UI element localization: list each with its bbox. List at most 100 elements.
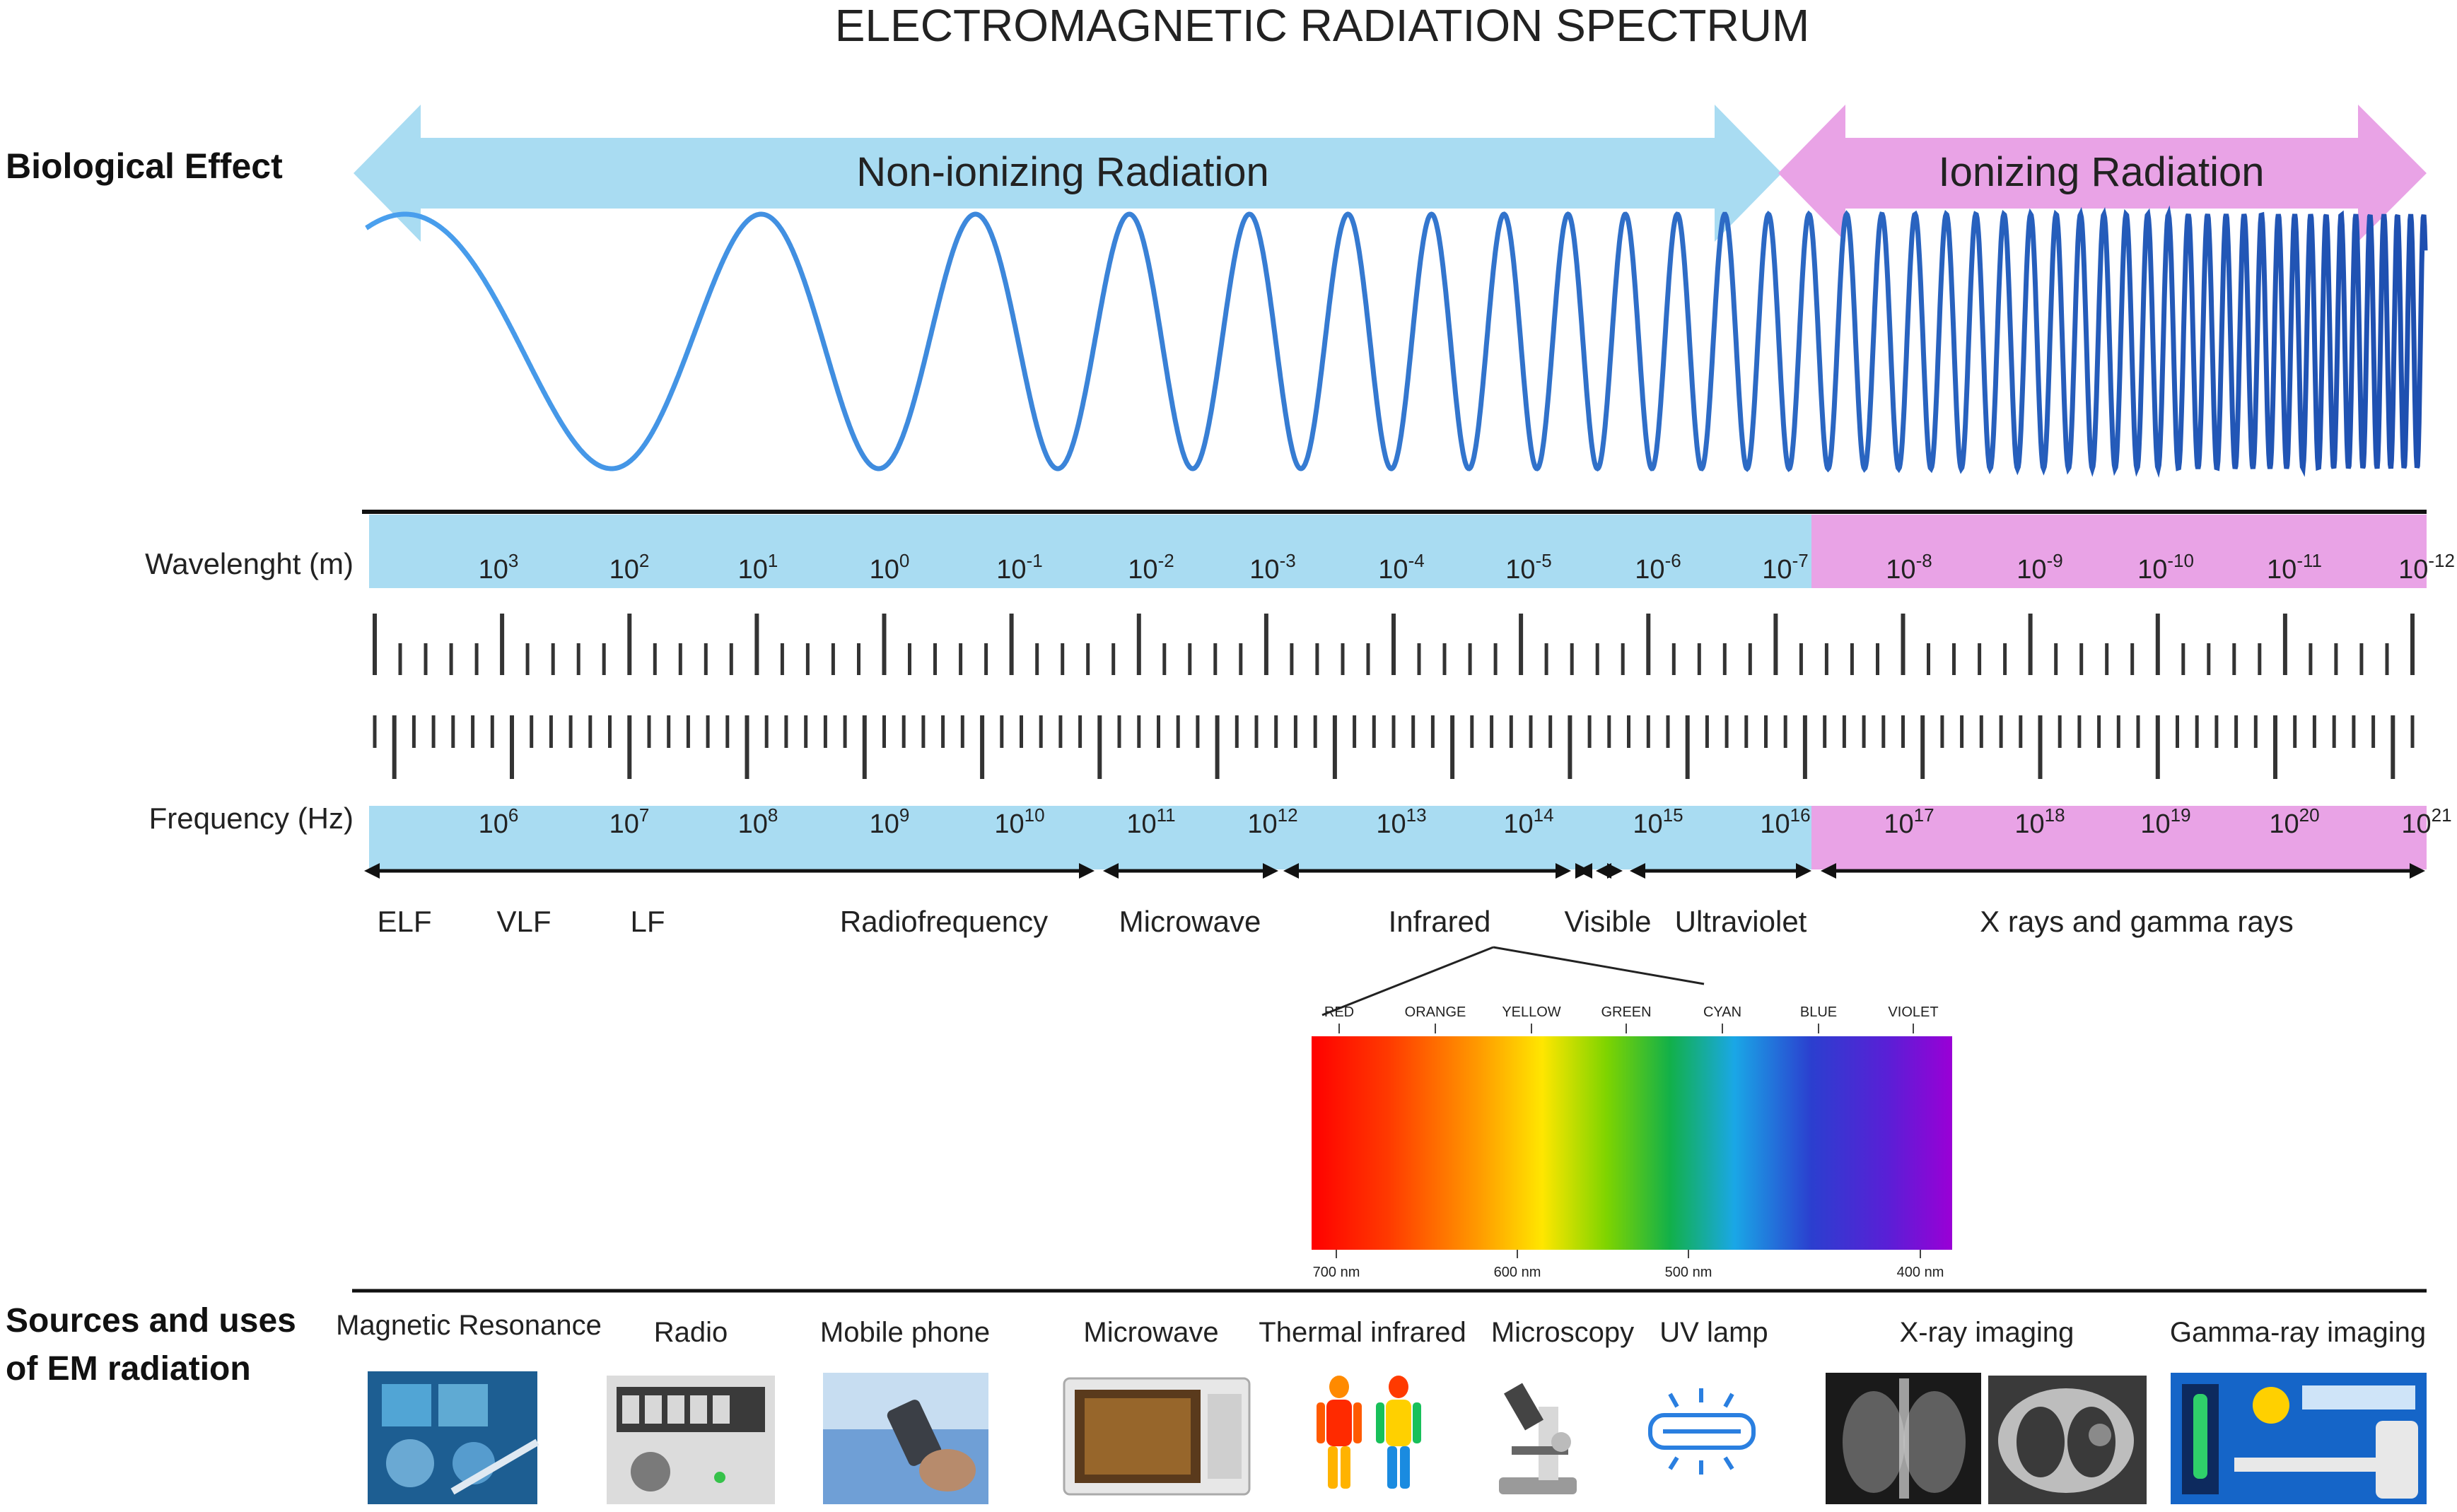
thumb-uv-lamp bbox=[1648, 1388, 1756, 1475]
wavelength-tick-7: 10-4 bbox=[1378, 550, 1424, 585]
frequency-tick-11: 1017 bbox=[1884, 804, 1934, 839]
frequency-tick-0: 106 bbox=[479, 804, 519, 839]
visible-color-3: GREEN bbox=[1601, 1004, 1651, 1020]
wavelength-tick-11: 10-8 bbox=[1886, 550, 1932, 585]
wavelength-label: Wavelenght (m) bbox=[145, 547, 354, 580]
frequency-tick-9: 1015 bbox=[1633, 804, 1683, 839]
non-ionizing-arrow bbox=[354, 105, 1782, 242]
band-name-4: Microwave bbox=[1119, 905, 1261, 938]
frequency-band-ionizing bbox=[1811, 806, 2427, 869]
band-name-6: Visible bbox=[1565, 905, 1652, 938]
wavelength-tick-2: 101 bbox=[738, 550, 778, 585]
wavelength-tick-5: 10-2 bbox=[1128, 550, 1174, 585]
visible-zoom-line-right bbox=[1493, 946, 1705, 985]
source-name-0: Magnetic Resonance bbox=[336, 1310, 602, 1341]
band-name-3: Radiofrequency bbox=[840, 905, 1048, 938]
frequency-tick-labels: 106 107 108 109 1010 1011 1012 1013 1014 1015 1016… bbox=[479, 804, 2452, 839]
visible-color-4: CYAN bbox=[1703, 1004, 1741, 1020]
frequency-tick-4: 1010 bbox=[994, 804, 1044, 839]
non-ionizing-label: Non-ionizing Radiation bbox=[856, 149, 1269, 195]
band-arrow-0 bbox=[364, 863, 1095, 879]
source-name-2: Mobile phone bbox=[820, 1317, 990, 1348]
source-name-4: Thermal infrared bbox=[1259, 1317, 1466, 1348]
source-name-5: Microscopy bbox=[1491, 1317, 1634, 1348]
frequency-tick-1: 107 bbox=[609, 804, 650, 839]
wavelength-tick-13: 10-10 bbox=[2137, 550, 2194, 585]
band-name-2: LF bbox=[630, 905, 665, 938]
wavelength-tick-14: 10-11 bbox=[2267, 550, 2322, 585]
frequency-tick-5: 1011 bbox=[1126, 804, 1175, 839]
sources-label-line1: Sources and uses bbox=[6, 1302, 296, 1340]
frequency-label: Frequency (Hz) bbox=[149, 802, 354, 835]
wavelength-tick-8: 10-5 bbox=[1505, 550, 1551, 585]
wavelength-band-ionizing bbox=[1811, 515, 2427, 588]
frequency-tick-7: 1013 bbox=[1376, 804, 1426, 839]
thumb-thermal-infrared bbox=[1317, 1376, 1421, 1489]
frequency-tick-2: 108 bbox=[738, 804, 778, 839]
wavelength-band-nonionizing bbox=[369, 515, 1811, 588]
source-names: Magnetic Resonance Radio Mobile phone Micro… bbox=[336, 1310, 2426, 1348]
ionizing-label: Ionizing Radiation bbox=[1938, 149, 2264, 195]
band-arrow-2 bbox=[1283, 863, 1571, 879]
frequency-tick-10: 1016 bbox=[1760, 804, 1810, 839]
visible-color-1: ORANGE bbox=[1405, 1004, 1466, 1020]
wavelength-tick-6: 10-3 bbox=[1249, 550, 1295, 585]
thumb-mobile-phone bbox=[823, 1373, 988, 1504]
thumb-microwave bbox=[1063, 1377, 1251, 1496]
visible-spectrum-bar bbox=[1312, 1036, 1952, 1250]
band-range-arrows bbox=[364, 863, 2425, 879]
visible-color-2: YELLOW bbox=[1502, 1004, 1560, 1020]
thumb-ct-scan bbox=[1988, 1376, 2147, 1504]
visible-nm-1: 600 nm bbox=[1494, 1265, 1541, 1280]
band-names: ELF VLF LF Radiofrequency Microwave Infrared V… bbox=[377, 905, 2293, 938]
visible-color-0: RED bbox=[1324, 1004, 1354, 1020]
wavelength-tick-3: 100 bbox=[870, 550, 910, 585]
visible-color-6: VIOLET bbox=[1888, 1004, 1938, 1020]
band-arrow-3 bbox=[1575, 863, 1592, 879]
biological-effect-label: Biological Effect bbox=[6, 146, 283, 186]
band-name-0: ELF bbox=[377, 905, 431, 938]
thumb-magnetic-resonance bbox=[368, 1371, 539, 1504]
band-name-5: Infrared bbox=[1389, 905, 1491, 938]
frequency-tick-14: 1020 bbox=[2269, 804, 2319, 839]
wavelength-tick-9: 10-6 bbox=[1635, 550, 1681, 585]
wavelength-tick-4: 10-1 bbox=[996, 550, 1042, 585]
visible-nm-0: 700 nm bbox=[1313, 1265, 1360, 1280]
band-name-8: X rays and gamma rays bbox=[1980, 905, 2294, 938]
frequency-band-nonionizing bbox=[369, 806, 1811, 869]
source-name-1: Radio bbox=[654, 1317, 728, 1348]
visible-zoom-line-left bbox=[1321, 946, 1494, 1016]
wavelength-tick-12: 10-9 bbox=[2017, 550, 2062, 585]
thumb-radio bbox=[607, 1376, 775, 1504]
source-name-3: Microwave bbox=[1083, 1317, 1218, 1348]
source-name-6: UV lamp bbox=[1659, 1317, 1768, 1348]
band-name-1: VLF bbox=[496, 905, 551, 938]
wavelength-tick-1: 102 bbox=[609, 550, 650, 585]
wavelength-tick-15: 10-12 bbox=[2398, 550, 2455, 585]
sources-label-line2: of EM radiation bbox=[6, 1350, 251, 1388]
wavelength-tick-10: 10-7 bbox=[1762, 550, 1808, 585]
band-arrow-6 bbox=[1821, 863, 2425, 879]
thumb-microscopy bbox=[1499, 1383, 1577, 1494]
source-name-7: X-ray imaging bbox=[1900, 1317, 2074, 1348]
visible-color-5: BLUE bbox=[1800, 1004, 1837, 1020]
frequency-tick-15: 1021 bbox=[2401, 804, 2451, 839]
page-title: ELECTROMAGNETIC RADIATION SPECTRUM bbox=[835, 0, 1809, 51]
ionizing-arrow bbox=[1778, 105, 2427, 242]
thumb-gamma-ray bbox=[2171, 1373, 2427, 1504]
frequency-tick-6: 1012 bbox=[1247, 804, 1297, 839]
band-arrow-5 bbox=[1630, 863, 1811, 879]
band-arrow-4 bbox=[1596, 863, 1623, 879]
wavelength-tick-0: 103 bbox=[479, 550, 519, 585]
frequency-tick-8: 1014 bbox=[1503, 804, 1553, 839]
visible-nm-2: 500 nm bbox=[1665, 1265, 1712, 1280]
em-wave-curve bbox=[365, 205, 2428, 479]
visible-color-names: RED ORANGE YELLOW GREEN CYAN BLUE VIOLET bbox=[1324, 1004, 1939, 1033]
band-name-7: Ultraviolet bbox=[1675, 905, 1807, 938]
visible-nm-3: 400 nm bbox=[1897, 1265, 1944, 1280]
wavelength-tick-labels: 103 102 101 100 10-1 10-2 10-3 10-4 10-5 10-6 10-7… bbox=[479, 550, 2455, 585]
scale-ruler bbox=[373, 614, 2415, 779]
band-arrow-1 bbox=[1103, 863, 1278, 879]
